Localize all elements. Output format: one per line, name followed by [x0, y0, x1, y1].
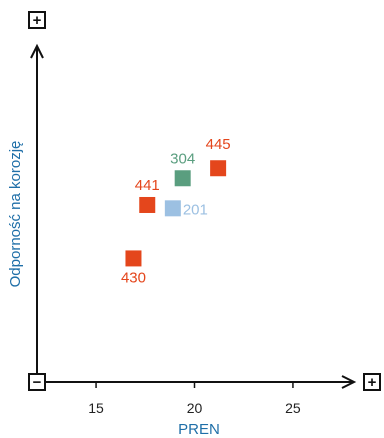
data-point-430 [125, 250, 142, 267]
y-axis-plus-label: + [33, 12, 42, 29]
data-label-445: 445 [206, 136, 231, 153]
data-point-441 [139, 196, 156, 213]
x-tick-label: 15 [88, 400, 104, 416]
x-axis-plus-label: + [368, 374, 377, 391]
y-axis-minus-label: − [33, 374, 42, 391]
x-axis-plus-sign: + [363, 373, 381, 391]
x-axis-arrowhead [341, 375, 357, 389]
data-label-430: 430 [121, 269, 146, 286]
x-axis-title: PREN [178, 421, 220, 438]
x-ticks: 15 20 25 [88, 382, 301, 416]
data-point-201 [164, 200, 181, 217]
data-points: 445 304 441 201 430 [121, 136, 231, 286]
data-label-441: 441 [135, 177, 160, 194]
y-axis-minus-sign: − [28, 373, 46, 391]
y-axis-plus-sign: + [28, 11, 46, 29]
x-tick-label: 25 [285, 400, 301, 416]
x-tick-label: 20 [187, 400, 203, 416]
data-point-304 [174, 170, 191, 187]
data-label-201: 201 [183, 201, 208, 218]
y-axis-arrowhead [30, 43, 44, 59]
data-label-304: 304 [170, 150, 195, 167]
y-axis-title: Odporność na korozję [7, 141, 24, 288]
data-point-445 [210, 160, 227, 177]
